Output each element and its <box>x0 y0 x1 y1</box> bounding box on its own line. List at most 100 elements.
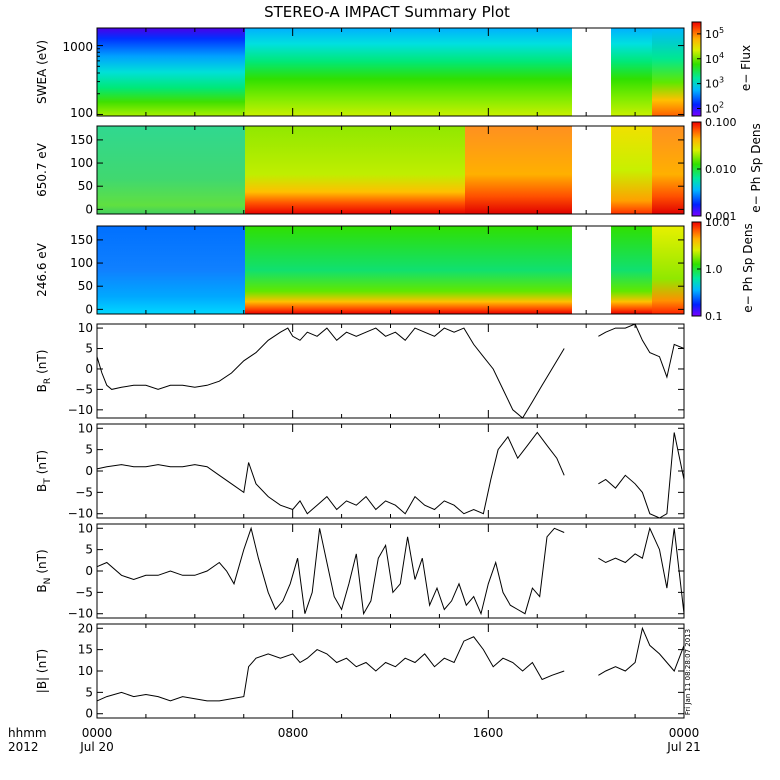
pad650-ylabel: 650.7 eV <box>35 142 49 197</box>
swea-colorbar-label: e− Flux <box>739 45 753 91</box>
pad246-ytick-label: 0 <box>85 302 93 316</box>
swea-cbar-tick-label: 104 <box>705 51 724 66</box>
bmag-ylabel: |B| (nT) <box>35 649 49 693</box>
pad650-right-block <box>611 126 652 214</box>
pad246-panel: 246.6 eV <box>35 225 685 315</box>
xtick-date-3: Jul 21 <box>666 740 701 754</box>
bt-panel: BT (nT) <box>35 423 685 519</box>
pad246-gap <box>572 226 611 314</box>
bn-ytick-label: −5 <box>75 585 93 599</box>
pad650-edge-block <box>652 126 684 214</box>
swea-cbar-tick-label: 102 <box>705 101 724 116</box>
pad246-ylabel: 246.6 eV <box>35 242 49 297</box>
pad650-ytick-label: 100 <box>70 156 93 170</box>
bn-ytick-label: 0 <box>85 564 93 578</box>
xtick-date-0: Jul 20 <box>79 740 114 754</box>
bn-frame <box>96 523 685 619</box>
swea-after-block <box>245 28 572 116</box>
bt-ytick-label: −5 <box>75 485 93 499</box>
br-ylabel-main: B <box>35 384 49 392</box>
swea-tick-100: 100 <box>70 106 93 120</box>
bt-ytick-label: 10 <box>78 421 93 435</box>
pad246-cbar-tick-label: 0.1 <box>705 310 723 323</box>
bn-ylabel-unit: (nT) <box>35 549 49 573</box>
pad246-ytick-label: 50 <box>78 279 93 293</box>
plot-timestamp: Fri Jan 11 08:28:07 2013 <box>684 629 692 715</box>
x-axis-labels: hhmm 2012 0000 Jul 20 0800 1600 0000 Jul… <box>8 726 701 754</box>
br-ylabel-sub: R <box>43 378 53 384</box>
bn-ytick-label: −10 <box>68 607 93 621</box>
swea-before-block <box>97 28 245 116</box>
swea-tick-1000: 1000 <box>62 40 93 54</box>
bmag-panel: |B| (nT) <box>35 623 685 719</box>
swea-ylabel: SWEA (eV) <box>35 40 49 104</box>
pad650-late-block <box>465 126 572 214</box>
pad246-ytick-label: 150 <box>70 233 93 247</box>
pad246-after-block <box>245 226 572 314</box>
xtick-label-1: 0800 <box>278 726 309 740</box>
bmag-frame <box>96 623 685 719</box>
figure-title: STEREO-A IMPACT Summary Plot <box>264 3 510 21</box>
br-ylabel: BR (nT) <box>35 350 53 393</box>
bt-ylabel-main: B <box>35 484 49 492</box>
br-panel: BR (nT) <box>35 323 685 419</box>
br-ylabel-unit: (nT) <box>35 350 49 374</box>
swea-yticks: 100 1000 <box>62 40 93 120</box>
swea-edge-block <box>652 28 684 116</box>
pad246-colorbar-label: e− Ph Sp Dens <box>741 223 755 312</box>
pad246-edge-block <box>652 226 684 314</box>
bt-ylabel-sub: T <box>43 478 53 485</box>
hhmm-label: hhmm <box>8 726 47 740</box>
pad650-after-block <box>245 126 465 214</box>
pad650-panel: 650.7 eV <box>35 125 685 215</box>
year-label: 2012 <box>8 740 39 754</box>
bn-series-line <box>96 526 685 616</box>
pad246-cbar-tick-label: 1.0 <box>705 263 723 276</box>
swea-gap <box>572 28 611 116</box>
bmag-ytick-label: 10 <box>78 664 93 678</box>
pad650-colorbar-label: e− Ph Sp Dens <box>749 123 763 212</box>
bt-ytick-label: −10 <box>68 507 93 521</box>
bt-ytick-label: 0 <box>85 464 93 478</box>
bn-panel: BN (nT) <box>35 523 685 619</box>
dynamic-marks: 1021031041050501001500.0010.0100.1000501… <box>68 26 737 721</box>
bmag-ytick-label: 20 <box>78 621 93 635</box>
bt-series-line <box>96 431 685 519</box>
swea-colorbar: e− Flux <box>691 21 753 117</box>
pad246-cbar-tick-label: 10.0 <box>705 216 730 229</box>
pad246-before-block <box>97 226 245 314</box>
pad246-colorbar: e− Ph Sp Dens <box>691 221 755 317</box>
pad650-ytick-label: 50 <box>78 179 93 193</box>
bt-ylabel-unit: (nT) <box>35 450 49 474</box>
bmag-ytick-label: 15 <box>78 643 93 657</box>
pad650-before-block <box>97 126 245 214</box>
swea-cbar-tick-label: 105 <box>705 26 724 41</box>
bt-frame <box>96 423 685 519</box>
bmag-ytick-label: 0 <box>85 707 93 721</box>
bn-ytick-label: 5 <box>85 543 93 557</box>
br-ytick-label: 10 <box>78 321 93 335</box>
br-series-line <box>96 323 685 419</box>
pad650-cbar-tick-label: 0.001 <box>705 210 737 223</box>
swea-panel: SWEA (eV) 100 1000 <box>35 27 685 120</box>
pad246-right-block <box>611 226 652 314</box>
pad650-ytick-label: 0 <box>85 202 93 216</box>
xtick-label-3: 0000 <box>669 726 700 740</box>
bt-ylabel: BT (nT) <box>35 450 53 492</box>
pad650-gap <box>572 126 611 214</box>
pad650-ytick-label: 150 <box>70 133 93 147</box>
br-ytick-label: 5 <box>85 342 93 356</box>
bn-ylabel: BN (nT) <box>35 549 53 592</box>
bn-ytick-label: 10 <box>78 521 93 535</box>
bt-ytick-label: 5 <box>85 443 93 457</box>
bmag-series-line <box>96 626 685 702</box>
swea-colorbar-gradient <box>691 21 702 117</box>
bmag-ytick-label: 5 <box>85 685 93 699</box>
br-ytick-label: 0 <box>85 362 93 376</box>
bn-ylabel-main: B <box>35 584 49 592</box>
xtick-label-2: 1600 <box>473 726 504 740</box>
pad246-ytick-label: 100 <box>70 256 93 270</box>
br-ytick-label: −10 <box>68 403 93 417</box>
xtick-label-0: 0000 <box>82 726 113 740</box>
